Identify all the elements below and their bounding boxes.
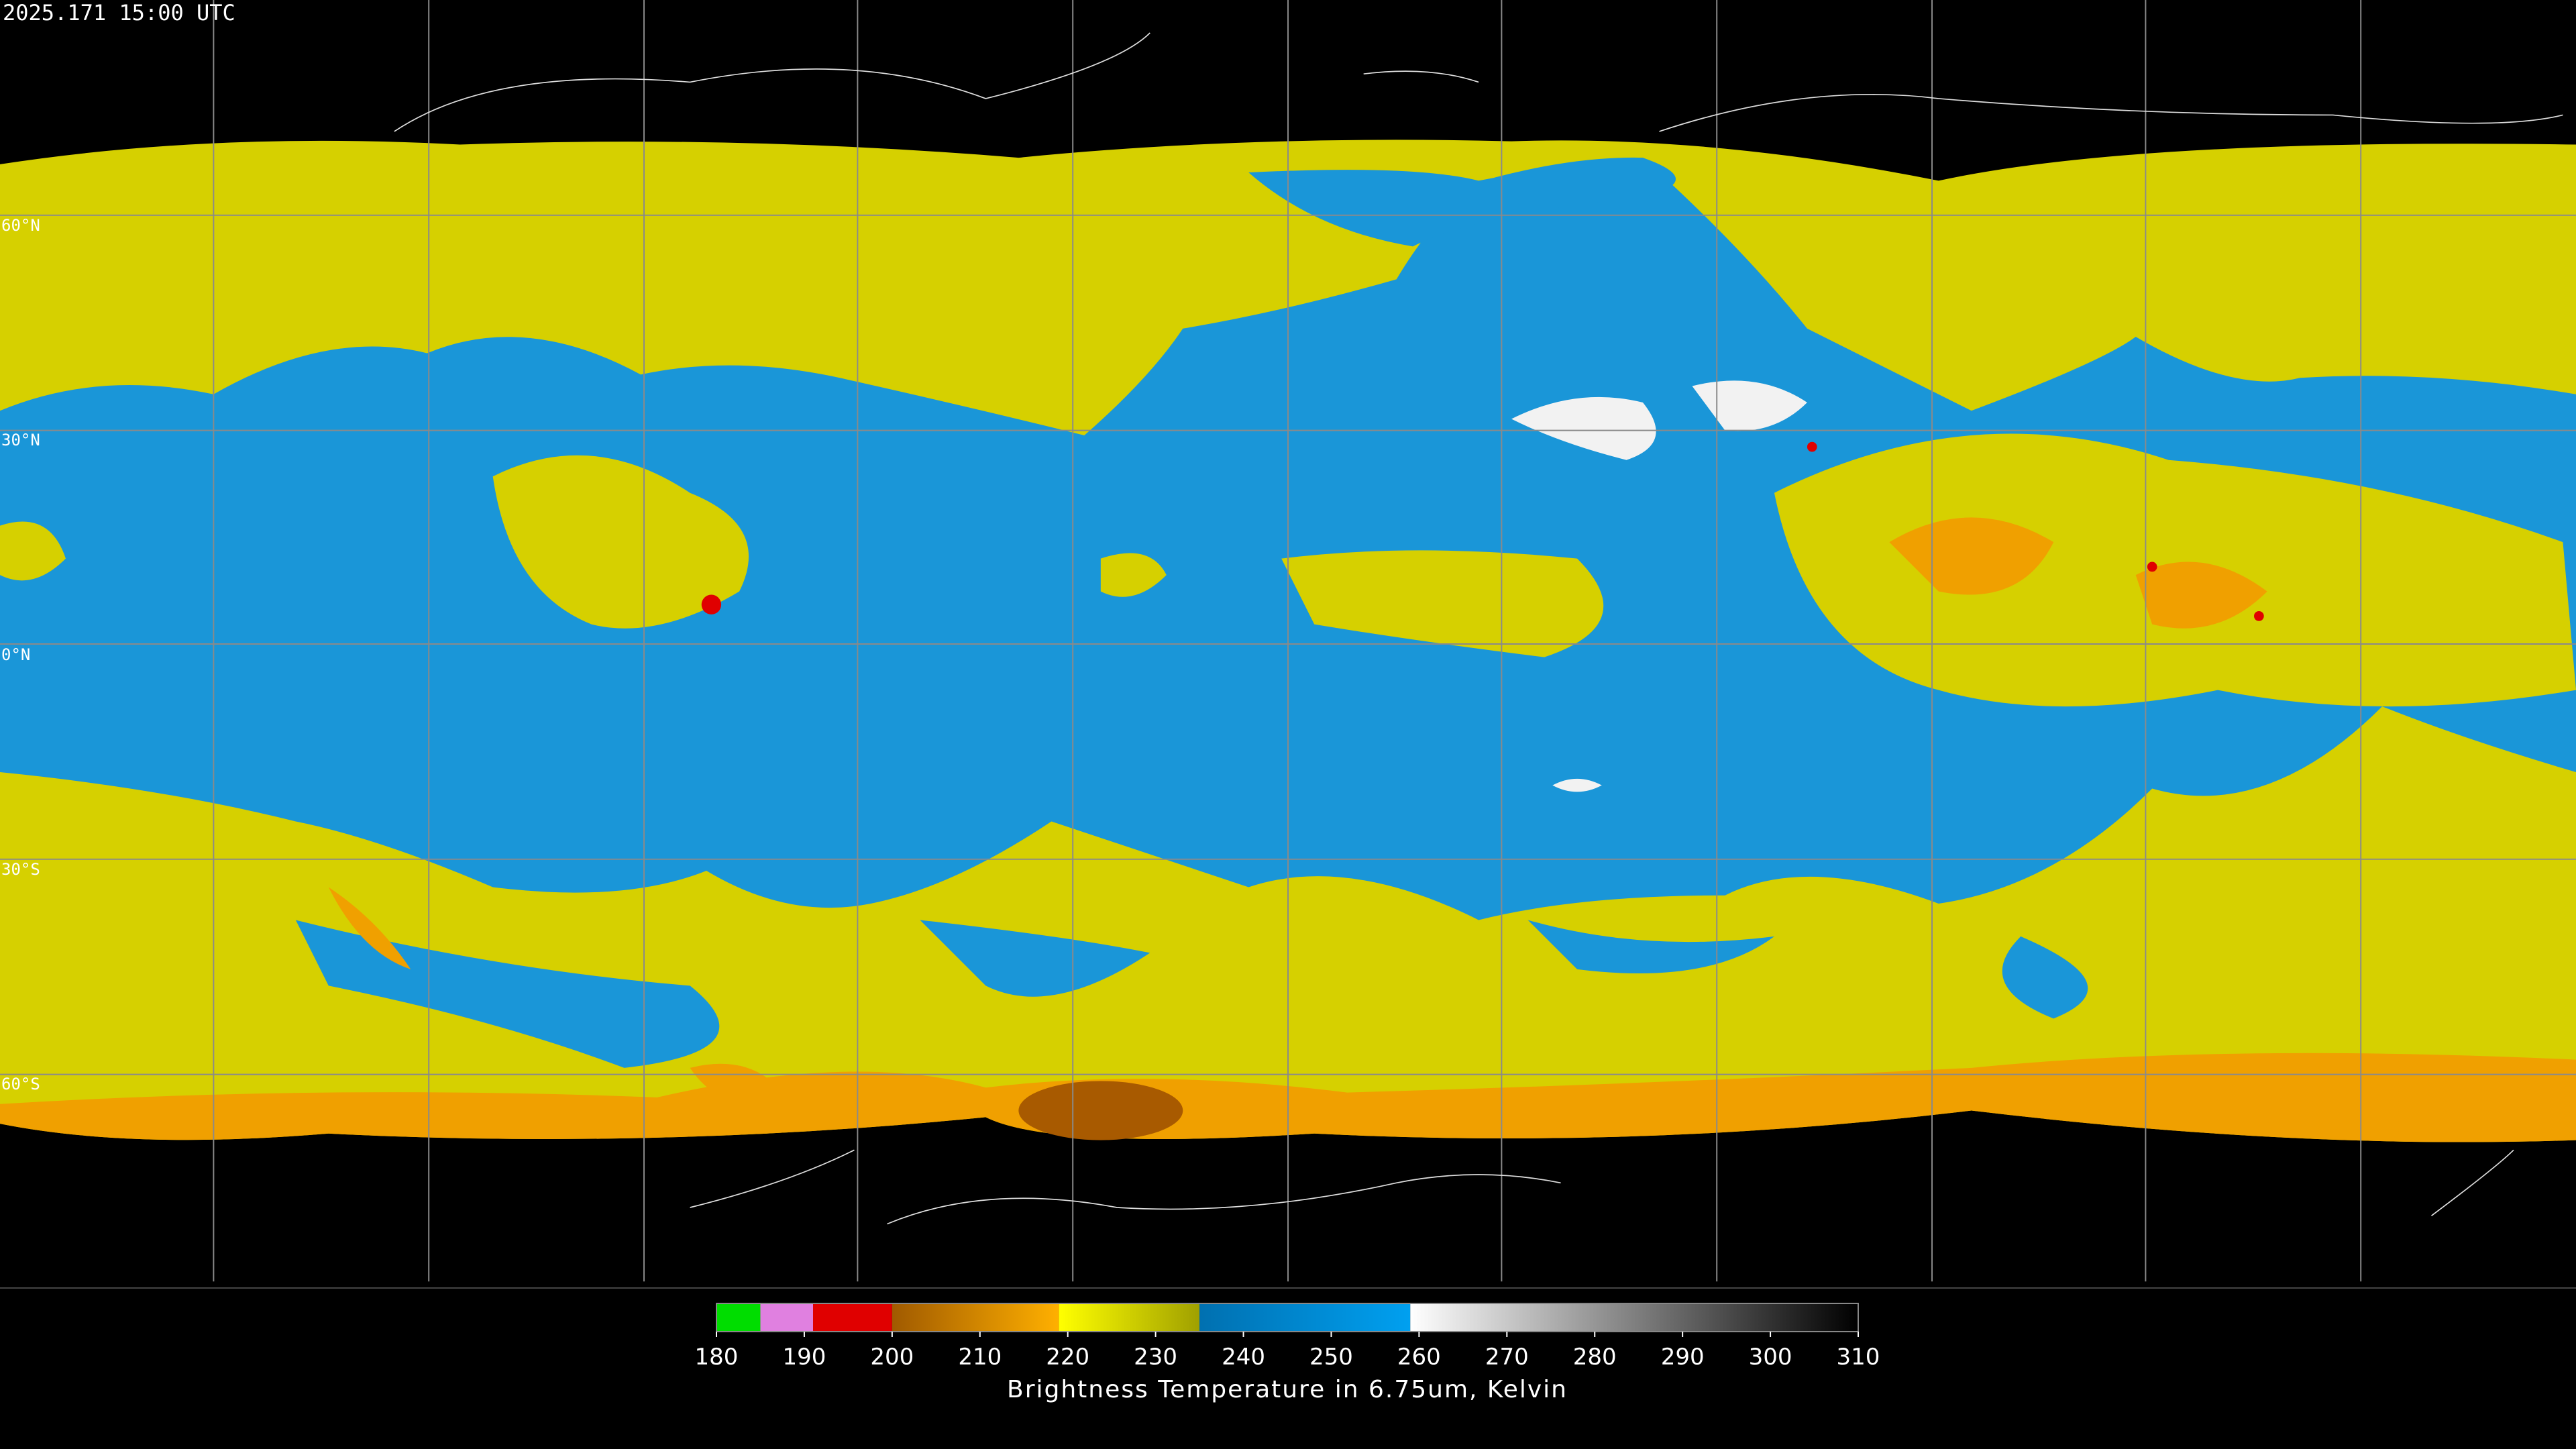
colorbar-segment: [1199, 1303, 1411, 1332]
latitude-label: 0°N: [1, 645, 30, 664]
colorbar-tick-label: 220: [1046, 1344, 1089, 1371]
colorbar-segment: [1059, 1303, 1200, 1332]
latitude-label: 30°S: [1, 860, 40, 879]
map-imagery: [0, 0, 2576, 1282]
colorbar-tick-label: 180: [695, 1344, 739, 1371]
colorbar-tick-label: 190: [782, 1344, 826, 1371]
colorbar-segment: [716, 1303, 761, 1332]
graticule: [0, 0, 2576, 1282]
imagery-blue-north: [1248, 158, 1676, 247]
colorbar-tick-label: 230: [1134, 1344, 1177, 1371]
imagery-cold-spot: [1018, 1081, 1183, 1140]
colorbar-segment: [1410, 1303, 1858, 1332]
latitude-label: 30°N: [1, 431, 40, 449]
imagery-blue-south: [295, 920, 2088, 1068]
colorbar-tick-label: 290: [1661, 1344, 1705, 1371]
colorbar-tick-label: 210: [958, 1344, 1002, 1371]
colorbar-segment: [760, 1303, 814, 1332]
colorbar-tick-label: 250: [1309, 1344, 1353, 1371]
colorbar-segment: [813, 1303, 892, 1332]
latitude-label: 60°N: [1, 216, 40, 235]
colorbar: 180 190 200 210 220 230 240 250 260 270 280 290 300 3…: [695, 1303, 1880, 1371]
imagery-warm-dry: [1511, 380, 1807, 792]
latitude-labels: 60°N 30°N 0°N 30°S 60°S: [1, 216, 40, 1093]
colorbar-tick-label: 280: [1573, 1344, 1617, 1371]
imagery-deep-convection: [2254, 611, 2264, 621]
colorbar-title: Brightness Temperature in 6.75um, Kelvin: [1007, 1376, 1568, 1403]
imagery-deep-convection: [1807, 441, 1817, 452]
colorbar-tick-label: 240: [1222, 1344, 1265, 1371]
colorbar-segment: [892, 1303, 1059, 1332]
imagery-deep-convection: [701, 594, 722, 614]
colorbar-tick-label: 310: [1837, 1344, 1880, 1371]
imagery-deep-convection: [2147, 561, 2157, 572]
colorbar-tick-label: 200: [870, 1344, 914, 1371]
latitude-label: 60°S: [1, 1075, 40, 1093]
colorbar-tick-label: 300: [1749, 1344, 1792, 1371]
colorbar-tick-label: 260: [1397, 1344, 1441, 1371]
colorbar-tick-label: 270: [1485, 1344, 1529, 1371]
coastlines: [394, 32, 2563, 1225]
colorbar-frame: [716, 1303, 1859, 1332]
timestamp: 2025.171 15:00 UTC: [3, 0, 235, 25]
